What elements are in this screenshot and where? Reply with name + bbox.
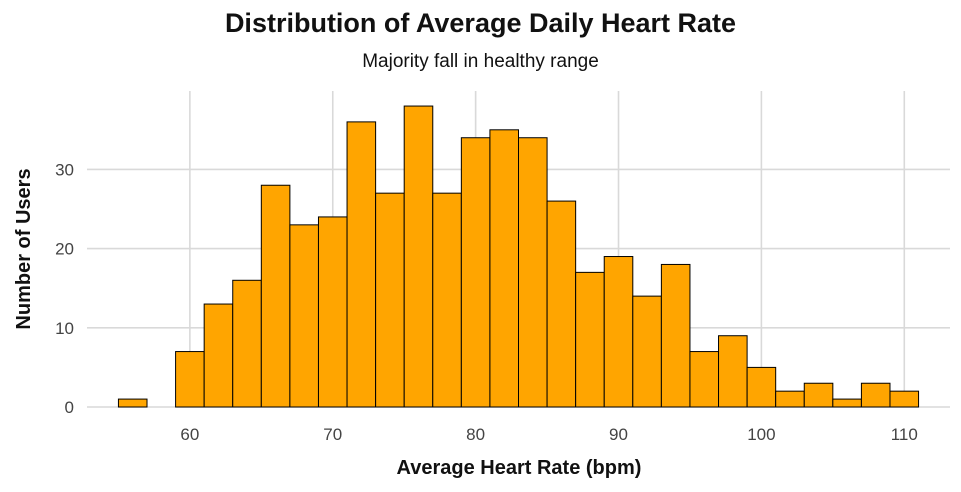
histogram-bar <box>546 200 577 408</box>
histogram-bar <box>660 263 691 408</box>
y-tick-label: 20 <box>55 240 74 259</box>
histogram-bar <box>603 256 634 408</box>
chart-subtitle: Majority fall in healthy range <box>362 51 599 72</box>
x-tick-label: 100 <box>747 425 775 444</box>
histogram-bar <box>775 390 805 408</box>
histogram-bar <box>232 279 262 408</box>
histogram-bar <box>718 335 748 408</box>
histogram-bar <box>746 366 777 408</box>
histogram-bar <box>403 105 434 408</box>
histogram-bar <box>175 351 205 408</box>
histogram-bar <box>489 129 519 408</box>
histogram-bar <box>289 224 319 408</box>
y-axis-title: Number of Users <box>13 168 35 329</box>
y-tick-label: 30 <box>55 160 74 179</box>
histogram-bar <box>860 382 891 408</box>
histogram-bar <box>889 390 920 408</box>
histogram-bar <box>203 303 234 408</box>
x-axis-title: Average Heart Rate (bpm) <box>397 457 642 479</box>
x-tick-label: 70 <box>323 425 342 444</box>
x-tick-label: 60 <box>180 425 199 444</box>
y-tick-label: 10 <box>55 319 74 338</box>
histogram-bar <box>518 137 548 408</box>
histogram-bar <box>575 271 605 408</box>
histogram-bar <box>317 216 348 408</box>
histogram-bar <box>632 295 662 408</box>
histogram-bar <box>432 192 462 408</box>
x-tick-label: 110 <box>891 425 918 444</box>
histogram-bar <box>260 184 291 408</box>
y-tick-label: 0 <box>65 398 74 417</box>
histogram-bar <box>346 121 377 408</box>
histogram-bar <box>832 398 862 408</box>
x-tick-label: 90 <box>609 425 628 444</box>
histogram-bar <box>375 192 405 408</box>
histogram-bar <box>460 137 491 408</box>
histogram-bar <box>803 382 834 408</box>
tick-layer: 0 10 20 30 60 70 80 90 100 110 <box>55 160 918 444</box>
histogram-bar <box>117 398 148 408</box>
bar-layer <box>117 105 920 408</box>
x-tick-label: 80 <box>466 425 485 444</box>
chart-title: Distribution of Average Daily Heart Rate <box>224 8 737 38</box>
histogram-bar <box>689 351 720 408</box>
